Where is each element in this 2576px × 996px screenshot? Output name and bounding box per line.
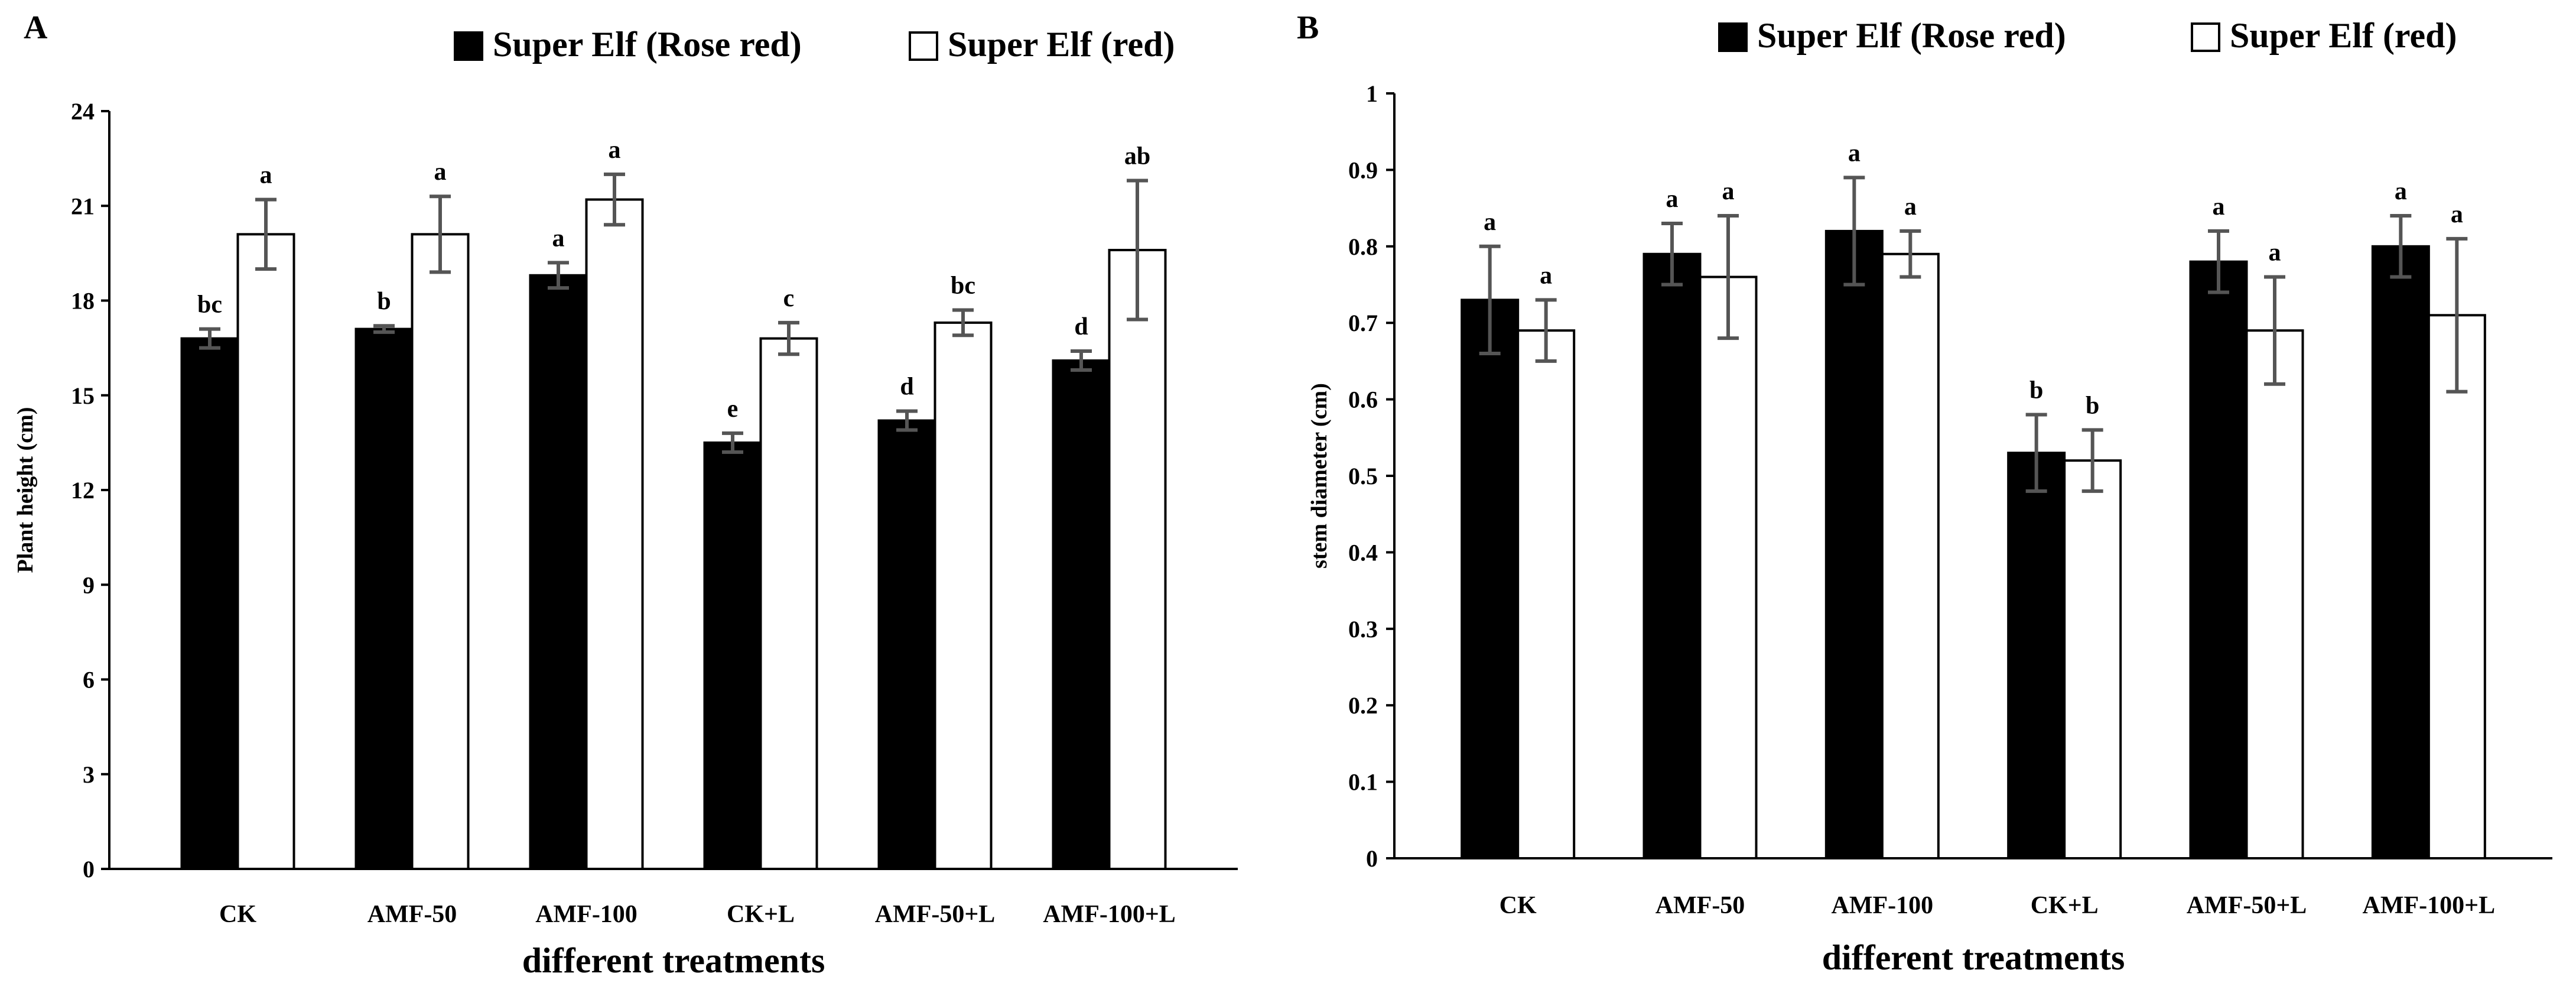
panel-b-x-tick-label-5: AMF-100+L	[2363, 892, 2496, 919]
panel-a-sig-label-1-2: a	[609, 137, 621, 164]
panel-a-y-axis-title: Plant height (cm)	[13, 407, 38, 573]
panel-a-letter: A	[24, 9, 48, 46]
panel-b-bar-0-4	[2189, 260, 2248, 859]
panel-b-legend-label-1: Super Elf (red)	[2230, 16, 2457, 55]
panel-b-bar-1-4	[2245, 329, 2304, 859]
panel-b-bar-1-1	[1699, 275, 1758, 859]
panel-b-legend-swatch-0	[1718, 22, 1748, 52]
panel-a-x-tick-label-4: AMF-50+L	[875, 901, 996, 928]
panel-b-sig-label-1-1: a	[1722, 178, 1735, 205]
panel-b-bar-0-0	[1461, 299, 1520, 859]
panel-a-sig-label-0-3: e	[727, 395, 739, 423]
panel-b-legend-swatch-1	[2191, 22, 2220, 52]
panel-b-sig-label-0-2: a	[1848, 139, 1861, 167]
panel-a-legend-swatch-0	[454, 31, 483, 61]
panel-b-sig-label-0-1: a	[1666, 186, 1679, 213]
panel-b-y-tick-label-10: 1	[1366, 80, 1378, 107]
panel-b-y-tick-label-2: 0.2	[1348, 692, 1378, 719]
panel-a-bar-1-0	[236, 233, 295, 871]
panel-b-y-tick-label-5: 0.5	[1348, 463, 1378, 489]
panel-b-y-tick-label-4: 0.4	[1348, 539, 1378, 566]
panel-b-bar-0-5	[2371, 245, 2430, 859]
panel-b-x-tick-label-3: CK+L	[2031, 892, 2099, 919]
panel-b-y-tick-label-0: 0	[1366, 845, 1378, 872]
panel-a-sig-label-1-3: c	[783, 285, 795, 312]
panel-a-bar-1-1	[411, 233, 470, 871]
panel-b-x-axis-title: different treatments	[1822, 938, 2125, 977]
panel-a-bar-0-2	[529, 274, 588, 870]
panel-a-y-tick-label-0: 0	[83, 856, 95, 883]
panel-b-x-tick-label-2: AMF-100	[1832, 892, 1934, 919]
panel-a-y-tick-label-1: 3	[83, 761, 95, 788]
panel-a-y-tick-label-8: 24	[71, 98, 95, 125]
panel-b-sig-label-0-0: a	[1484, 209, 1496, 236]
panel-b-y-tick-label-6: 0.6	[1348, 387, 1378, 413]
panel-b-bar-1-2	[1881, 252, 1940, 859]
panel-b-bar-0-3	[2007, 452, 2066, 859]
panel-a-legend-label-0: Super Elf (Rose red)	[493, 25, 802, 64]
panel-b-sig-label-0-3: b	[2029, 377, 2043, 404]
panel-a-sig-label-0-1: b	[377, 288, 391, 315]
panel-b-y-tick-label-1: 0.1	[1348, 769, 1378, 796]
panel-b-bar-0-2	[1824, 229, 1884, 859]
panel-a-y-tick-label-2: 6	[83, 667, 95, 693]
panel-a-bar-1-5	[1108, 249, 1167, 870]
panel-a-bar-0-3	[703, 441, 762, 870]
panel-a-sig-label-0-2: a	[552, 225, 565, 252]
panel-a-bar-1-2	[585, 198, 644, 871]
panel-b-legend-label-0: Super Elf (Rose red)	[1757, 16, 2066, 55]
panel-a-y-tick-label-5: 15	[71, 382, 95, 409]
panel-b-bar-0-1	[1642, 252, 1702, 859]
panel-b-bar-1-3	[2063, 459, 2122, 859]
panel-a-x-tick-label-3: CK+L	[727, 901, 795, 928]
panel-b-letter: B	[1297, 9, 1319, 46]
panel-a-bar-0-4	[877, 419, 936, 870]
panel-b-sig-label-1-5: a	[2451, 201, 2463, 228]
panel-b-sig-label-1-0: a	[1540, 262, 1552, 289]
panel-a-bar-0-5	[1052, 359, 1111, 870]
panel-b-sig-label-0-5: a	[2395, 178, 2407, 205]
panel-b-sig-label-1-2: a	[1904, 193, 1917, 220]
panel-b-bar-1-0	[1517, 329, 1576, 859]
panel-a-sig-label-1-5: ab	[1124, 143, 1150, 170]
panel-a-legend-swatch-1	[909, 31, 938, 61]
panel-b-y-tick-label-3: 0.3	[1348, 616, 1378, 643]
panel-a-sig-label-1-4: bc	[951, 272, 975, 300]
panel-b-y-tick-label-7: 0.7	[1348, 310, 1378, 336]
panel-a-sig-label-0-0: bc	[197, 291, 222, 319]
panel-a-x-axis-title: different treatments	[522, 941, 825, 980]
panel-a-legend-label-1: Super Elf (red)	[948, 25, 1175, 64]
panel-a-y-tick-label-3: 9	[83, 572, 95, 598]
panel-b-y-tick-label-9: 0.9	[1348, 157, 1378, 183]
panel-b-sig-label-1-3: b	[2086, 392, 2099, 419]
panel-a-y-tick-label-7: 21	[71, 193, 95, 219]
panel-a-sig-label-0-5: d	[1074, 313, 1088, 340]
panel-a-sig-label-1-1: a	[434, 158, 447, 186]
panel-b-sig-label-0-4: a	[2213, 193, 2225, 220]
panel-a-bar-0-1	[354, 327, 414, 870]
panel-b-bar-1-5	[2427, 314, 2486, 859]
panel-b-y-axis-title: stem diameter (cm)	[1307, 383, 1332, 569]
panel-a-sig-label-0-4: d	[900, 373, 913, 400]
panel-b-sig-label-1-4: a	[2269, 239, 2281, 267]
panel-b-y-tick-label-8: 0.8	[1348, 233, 1378, 260]
panel-a-x-tick-label-0: CK	[219, 901, 256, 928]
panel-a-x-tick-label-5: AMF-100+L	[1043, 901, 1176, 928]
panel-a-x-tick-label-2: AMF-100	[535, 901, 638, 928]
panel-b-x-tick-label-4: AMF-50+L	[2187, 892, 2307, 919]
panel-a-bar-1-3	[759, 337, 818, 870]
panel-a-y-tick-label-4: 12	[71, 477, 95, 504]
panel-a-bar-0-0	[180, 337, 239, 870]
panel-a-bar-1-4	[934, 321, 993, 870]
panel-b-x-tick-label-0: CK	[1500, 892, 1537, 919]
panel-b-x-tick-label-1: AMF-50	[1655, 892, 1745, 919]
panel-a-x-tick-label-1: AMF-50	[367, 901, 457, 928]
panel-a-sig-label-1-0: a	[260, 162, 272, 189]
panel-a-y-tick-label-6: 18	[71, 288, 95, 314]
